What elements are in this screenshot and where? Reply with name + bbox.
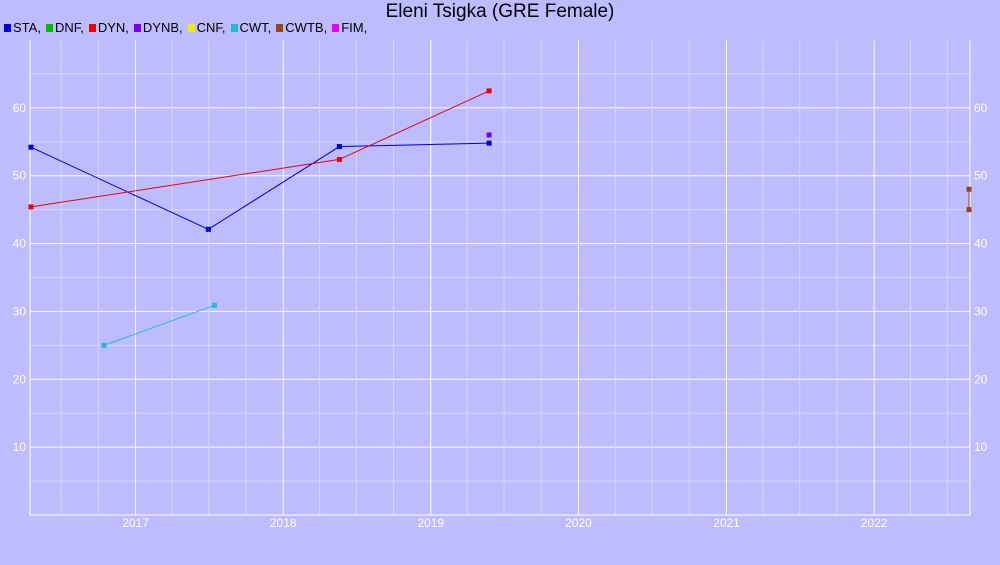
data-point-sta bbox=[28, 144, 34, 150]
data-point-dyn bbox=[28, 204, 34, 210]
legend-item-fim: FIM, bbox=[332, 20, 367, 35]
data-point-sta bbox=[336, 144, 342, 150]
series-layer bbox=[28, 88, 972, 348]
y-tick-label-right: 10 bbox=[974, 440, 988, 454]
series-cwtb bbox=[966, 186, 972, 213]
legend-item-cwtb: CWTB, bbox=[276, 20, 327, 35]
data-point-cwt bbox=[211, 302, 217, 308]
legend-swatch bbox=[133, 24, 141, 32]
data-point-dyn bbox=[486, 88, 492, 94]
legend-item-sta: STA, bbox=[4, 20, 41, 35]
series-dynb bbox=[486, 132, 492, 138]
y-tick-label-right: 40 bbox=[974, 237, 988, 251]
data-point-dyn bbox=[336, 156, 342, 162]
legend-label: DNF, bbox=[54, 20, 84, 35]
legend-item-cwt: CWT, bbox=[230, 20, 272, 35]
legend-item-cnf: CNF, bbox=[187, 20, 226, 35]
y-tick-label-right: 60 bbox=[974, 101, 988, 115]
data-point-sta bbox=[205, 226, 211, 232]
x-tick-label: 2018 bbox=[270, 516, 297, 530]
x-tick-label: 2022 bbox=[861, 516, 888, 530]
data-point-cwt bbox=[101, 342, 107, 348]
legend-label: FIM, bbox=[341, 20, 368, 35]
y-tick-label-left: 50 bbox=[13, 169, 27, 183]
y-tick-label-left: 10 bbox=[13, 440, 27, 454]
data-point-cwtb bbox=[966, 186, 972, 192]
y-tick-label-right: 20 bbox=[974, 372, 988, 386]
legend-label: CNF, bbox=[196, 20, 226, 35]
legend-swatch bbox=[4, 24, 11, 32]
legend-swatch bbox=[88, 24, 96, 32]
x-tick-label: 2020 bbox=[565, 516, 592, 530]
series-line-sta bbox=[30, 142, 490, 230]
legend-swatch bbox=[45, 24, 53, 32]
y-tick-label-left: 30 bbox=[13, 304, 27, 318]
y-tick-label-right: 50 bbox=[974, 169, 988, 183]
legend-item-dyn: DYN, bbox=[88, 20, 129, 35]
y-tick-label-left: 60 bbox=[13, 101, 27, 115]
x-tick-label: 2021 bbox=[713, 516, 740, 530]
legend-swatch bbox=[276, 24, 284, 32]
y-tick-label-left: 40 bbox=[13, 237, 27, 251]
legend-label: DYNB, bbox=[142, 20, 183, 35]
data-point-cwtb bbox=[966, 207, 972, 213]
chart-title: Eleni Tsigka (GRE Female) bbox=[385, 1, 615, 22]
series-cwt bbox=[101, 302, 217, 348]
data-point-sta bbox=[486, 140, 492, 146]
legend-swatch bbox=[187, 24, 195, 32]
series-dyn bbox=[28, 88, 492, 210]
x-tick-label: 2017 bbox=[122, 516, 149, 530]
legend-item-dynb: DYNB, bbox=[133, 20, 183, 35]
y-tick-label-left: 20 bbox=[13, 372, 27, 386]
data-point-dynb bbox=[486, 132, 492, 138]
series-line-cwt bbox=[103, 304, 215, 346]
x-tick-label: 2019 bbox=[417, 516, 444, 530]
series-sta bbox=[28, 140, 492, 232]
legend-swatch bbox=[332, 24, 340, 32]
legend-label: STA, bbox=[13, 20, 41, 35]
legend: STA, DNF, DYN, DYNB, CNF, CWT, CWTB, FIM, bbox=[4, 20, 372, 35]
legend-label: DYN, bbox=[97, 20, 129, 35]
y-tick-label-right: 30 bbox=[974, 304, 988, 318]
legend-label: CWTB, bbox=[285, 20, 328, 35]
grid-lines bbox=[29, 40, 971, 516]
legend-label: CWT, bbox=[239, 20, 272, 35]
legend-swatch bbox=[230, 24, 238, 32]
legend-item-dnf: DNF, bbox=[45, 20, 84, 35]
